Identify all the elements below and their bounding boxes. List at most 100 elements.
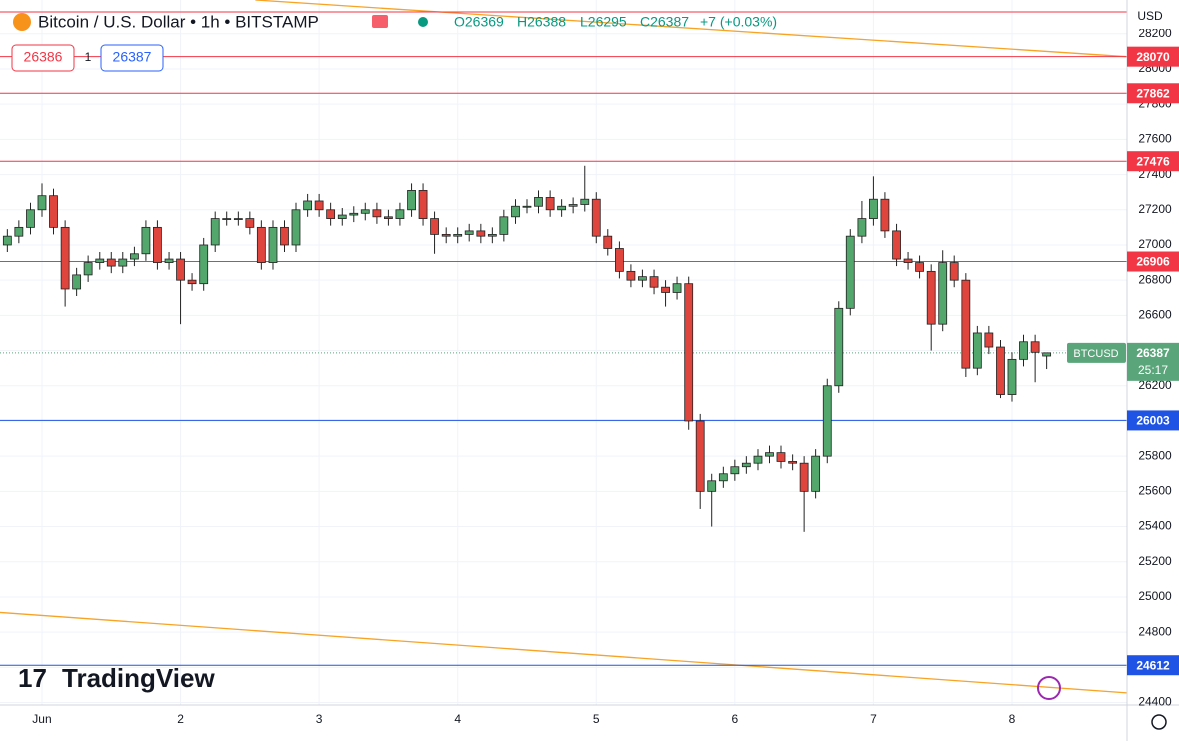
lightning-button[interactable]	[1037, 676, 1061, 700]
trendline	[255, 0, 1127, 58]
bid-price: 26386	[24, 49, 63, 65]
candle-body	[591, 198, 601, 237]
level-label: 26003	[1136, 414, 1170, 428]
candle-body	[718, 473, 728, 482]
candle-body	[915, 262, 924, 272]
candle-body	[580, 198, 590, 205]
y-tick-label: 25000	[1138, 589, 1172, 603]
ohlc-change: +7 (+0.03%)	[700, 14, 777, 30]
candle-body	[695, 420, 705, 492]
candle-body	[499, 216, 509, 235]
status-dot	[418, 17, 428, 27]
y-tick-label: 25600	[1138, 484, 1172, 498]
candle-body	[153, 226, 162, 263]
candle-body	[372, 209, 382, 218]
candle-body	[430, 218, 439, 235]
candle-body	[199, 244, 209, 285]
candle-body	[326, 209, 336, 219]
candle-body	[441, 234, 451, 237]
candle-body	[511, 205, 520, 218]
currency-bg	[1128, 4, 1178, 29]
candle-body	[1030, 341, 1040, 353]
candle-body	[407, 190, 416, 211]
symbol-title: Bitcoin / U.S. Dollar • 1h • BITSTAMP	[38, 12, 319, 31]
countdown: 25:17	[1138, 363, 1168, 377]
alert-icon[interactable]	[372, 15, 388, 28]
candle-body	[834, 307, 844, 387]
y-tick-label: 26800	[1138, 272, 1172, 286]
ask-price: 26387	[113, 49, 152, 65]
candle-body	[961, 279, 971, 369]
x-tick-label: 7	[870, 712, 877, 726]
candle-body	[638, 276, 647, 281]
settings-button[interactable]	[1151, 714, 1167, 730]
level-tag	[1127, 410, 1179, 431]
y-tick-label: 26200	[1138, 378, 1172, 392]
y-tick-label: 28200	[1138, 26, 1172, 40]
y-tick-label: 27000	[1138, 237, 1172, 251]
candle-body	[765, 452, 774, 457]
candle-body	[130, 253, 139, 260]
candle-body	[1007, 358, 1017, 395]
level-tag	[1127, 251, 1179, 272]
sell-button[interactable]	[11, 44, 75, 72]
candle-body	[649, 276, 659, 288]
candle-body	[730, 466, 740, 475]
candle-body	[187, 279, 197, 285]
candle-body	[615, 248, 624, 272]
level-label: 27476	[1136, 154, 1170, 168]
candle-body	[788, 461, 798, 464]
symbol-tag-label: BTCUSD	[1073, 348, 1118, 360]
logo-mark: 17	[18, 663, 47, 693]
x-tick-label: 6	[731, 712, 738, 726]
candle-body	[545, 197, 555, 211]
candle-body	[349, 212, 359, 216]
y-tick-label: 25800	[1138, 448, 1172, 462]
ohlc-open: O26369	[454, 14, 504, 30]
brand-logo: TradingView	[62, 663, 215, 693]
level-tag	[1127, 151, 1179, 172]
y-tick-label: 24400	[1138, 695, 1172, 709]
candle-body	[776, 452, 786, 462]
candle-body	[949, 262, 959, 281]
candle-body	[476, 230, 486, 237]
x-tick-label: 4	[454, 712, 461, 726]
candle-body	[141, 226, 151, 255]
candle-body	[337, 214, 347, 219]
candle-body	[1019, 341, 1028, 360]
level-label: 27862	[1136, 86, 1170, 100]
buy-button[interactable]	[100, 44, 164, 72]
candle-body	[672, 283, 682, 293]
level-label: 24612	[1136, 658, 1170, 672]
candle-body	[522, 205, 532, 208]
candle-body	[568, 204, 578, 207]
level-label: 28070	[1136, 50, 1170, 64]
grid	[0, 0, 1127, 705]
candle-body	[603, 235, 613, 249]
y-tick-label: 25400	[1138, 519, 1172, 533]
candle-body	[245, 218, 255, 228]
candle-body	[37, 195, 47, 211]
candle-body	[822, 385, 832, 457]
candle-body	[857, 218, 867, 237]
candle-body	[753, 455, 763, 464]
currency-selector[interactable]: USD	[1137, 9, 1163, 23]
candle-body	[972, 332, 982, 369]
candle-body	[95, 258, 105, 263]
candle-body	[303, 200, 313, 211]
x-tick-label: Jun	[32, 712, 51, 726]
candle-body	[534, 197, 543, 207]
candle-body	[280, 226, 289, 246]
candle-body	[49, 195, 58, 228]
spread: 1	[85, 50, 92, 64]
x-tick-label: 8	[1009, 712, 1016, 726]
candle-body	[1042, 352, 1052, 357]
candle-body	[996, 346, 1005, 395]
candle-body	[233, 218, 243, 220]
level-tag	[1127, 83, 1179, 104]
candle-body	[938, 262, 948, 325]
candle-body	[26, 209, 35, 228]
candle-body	[291, 209, 301, 246]
candle-body	[210, 218, 220, 246]
